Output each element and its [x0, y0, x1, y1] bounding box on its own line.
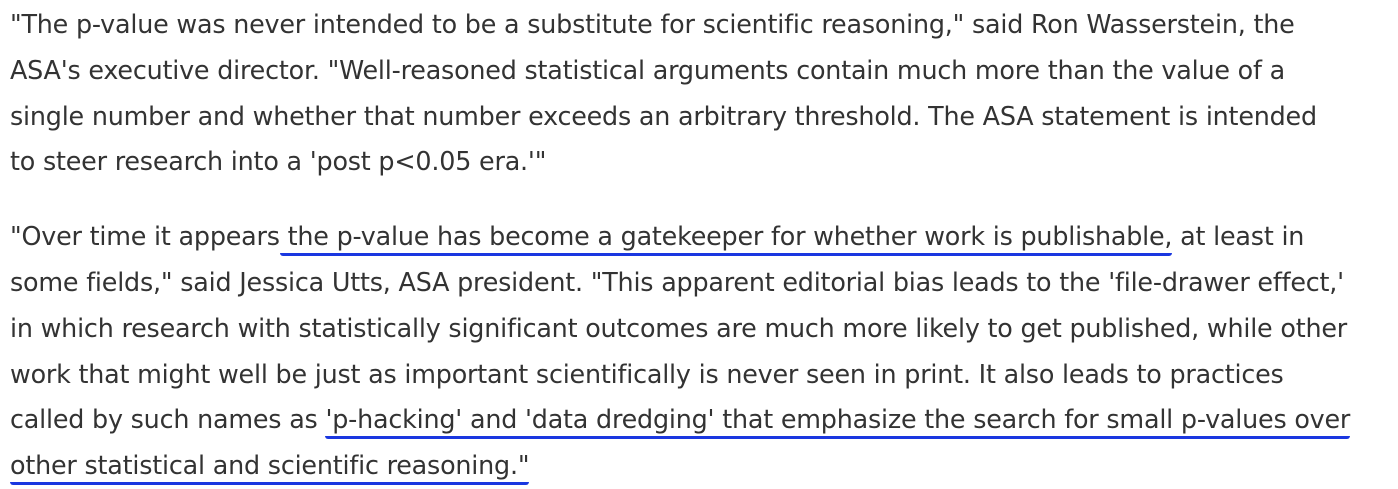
article-body: "The p-value was never intended to be a …: [10, 2, 1394, 489]
paragraph-line: to steer research into a 'post p<0.05 er…: [10, 146, 547, 177]
paragraph-utts-quote: "Over time it appears the p-value has be…: [10, 214, 1394, 489]
paragraph-line: single number and whether that number ex…: [10, 100, 1317, 131]
highlighted-phrase-reasoning: other statistical and scientific reasoni…: [10, 450, 530, 486]
text-run: at least in: [1172, 221, 1305, 252]
highlighted-phrase-gatekeeper: the p-value has become a gatekeeper for …: [279, 221, 1172, 257]
paragraph-line: "Over time it appears the p-value has be…: [10, 214, 1394, 260]
paragraph-line: some fields," said Jessica Utts, ASA pre…: [10, 266, 1344, 297]
text-run: "Over time it appears: [10, 221, 280, 252]
paragraph-line: other statistical and scientific reasoni…: [10, 443, 1394, 489]
paragraph-line: "The p-value was never intended to be a …: [10, 9, 1295, 39]
text-run: called by such names as: [10, 404, 326, 435]
paragraph-line: in which research with statistically sig…: [10, 312, 1347, 343]
highlighted-phrase-p-hacking: 'p-hacking' and 'data dredging' that emp…: [325, 404, 1350, 440]
paragraph-line: ASA's executive director. "Well-reasoned…: [10, 54, 1285, 85]
paragraph-line: called by such names as 'p-hacking' and …: [10, 397, 1394, 443]
paragraph-wasserstein-quote: "The p-value was never intended to be a …: [10, 2, 1394, 185]
paragraph-line: work that might well be just as importan…: [10, 358, 1284, 389]
